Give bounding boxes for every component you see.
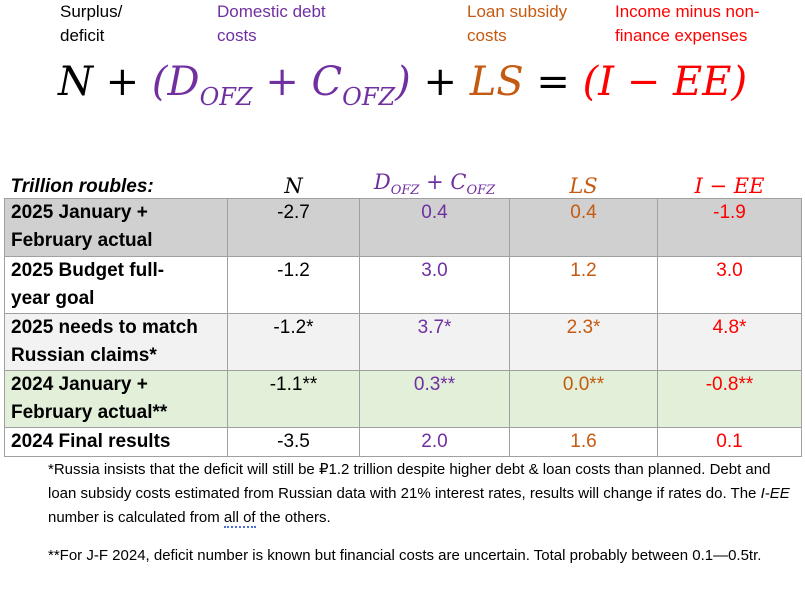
- row-label: 2024 January + February actual**: [4, 370, 228, 429]
- label-income-minus-expenses: Income minus non- finance expenses: [615, 2, 760, 45]
- cell-ls: 0.0**: [509, 370, 658, 429]
- eq-equals: =: [536, 59, 570, 105]
- row-label: 2025 January + February actual: [4, 198, 228, 258]
- footnote-2: **For J-F 2024, deficit number is known …: [48, 547, 762, 564]
- header-debt-costs: DOFZ + COFZ: [373, 170, 496, 199]
- table-row: 2024 January + February actual** -1.1** 0…: [4, 370, 802, 429]
- table-row: 2025 Budget full-year goal -1.2 3.0 1.2 …: [4, 256, 802, 315]
- eq-plus-1: +: [105, 59, 140, 105]
- cell-n: -2.7: [227, 198, 360, 258]
- label-surplus-deficit: Surplus/ deficit: [60, 2, 123, 45]
- all-of-link-text: all of: [223, 509, 256, 528]
- row-label: 2024 Final results: [4, 427, 228, 458]
- cell-debt: 0.4: [359, 198, 510, 258]
- cell-ls: 1.2: [509, 256, 658, 315]
- cell-debt: 3.0: [359, 256, 510, 315]
- cell-ls: 0.4: [509, 198, 658, 258]
- table-row: 2025 January + February actual -2.7 0.4 0…: [4, 198, 802, 258]
- eq-debt-costs: (DOFZ + COFZ): [151, 59, 411, 111]
- cell-iee: 4.8*: [657, 313, 802, 372]
- table-row: 2025 needs to match Russian claims* -1.2*…: [4, 313, 802, 372]
- cell-ls: 2.3*: [509, 313, 658, 372]
- units-header: Trillion roubles:: [10, 176, 154, 198]
- cell-debt: 3.7*: [359, 313, 510, 372]
- cell-iee: -0.8**: [657, 370, 802, 429]
- label-loan-subsidy-costs: Loan subsidy costs: [467, 2, 568, 45]
- table-header-row: Trillion roubles: N DOFZ + COFZ LS I − E…: [5, 170, 802, 199]
- header-n: N: [284, 174, 303, 199]
- header-iee: I − EE: [694, 174, 765, 199]
- footnote-1: *Russia insists that the deficit will st…: [48, 461, 790, 528]
- header-ls: LS: [569, 174, 598, 199]
- cell-n: -1.1**: [227, 370, 360, 429]
- label-domestic-debt-costs: Domestic debt costs: [217, 2, 326, 45]
- budget-table: Trillion roubles: N DOFZ + COFZ LS I − E…: [4, 170, 802, 458]
- row-label: 2025 needs to match Russian claims*: [4, 313, 228, 372]
- row-label: 2025 Budget full-year goal: [4, 256, 228, 315]
- eq-plus-2: +: [423, 59, 458, 105]
- cell-iee: -1.9: [657, 198, 802, 258]
- cell-n: -3.5: [227, 427, 360, 458]
- cell-n: -1.2: [227, 256, 360, 315]
- cell-debt: 2.0: [359, 427, 510, 458]
- eq-income-minus: (I − EE): [582, 59, 748, 105]
- budget-equation: N + (DOFZ + COFZ) + LS = (I − EE): [0, 52, 805, 127]
- cell-iee: 3.0: [657, 256, 802, 315]
- table-row: 2024 Final results -3.5 2.0 1.6 0.1: [4, 427, 802, 458]
- cell-iee: 0.1: [657, 427, 802, 458]
- cell-debt: 0.3**: [359, 370, 510, 429]
- eq-n: N: [57, 59, 93, 105]
- cell-n: -1.2*: [227, 313, 360, 372]
- cell-ls: 1.6: [509, 427, 658, 458]
- eq-ls: LS: [469, 59, 524, 105]
